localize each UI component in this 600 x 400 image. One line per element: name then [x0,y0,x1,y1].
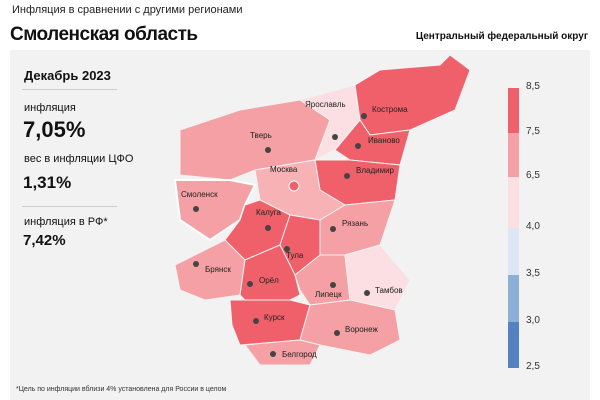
legend-tick: 4,0 [526,221,540,232]
city-marker [253,318,259,324]
city-marker [193,261,199,267]
period-label: Декабрь 2023 [24,68,111,83]
region-16[interactable] [244,339,321,366]
region-label: Смоленск [181,190,218,199]
page-title: Смоленская область [10,24,198,45]
legend-swatch [508,275,519,322]
footnote: *Цель по инфляции вблизи 4% установлена … [16,386,227,393]
region-label: Липецк [315,290,342,299]
legend-swatch [508,88,519,133]
city-marker [247,281,253,287]
legend-swatch [508,133,519,177]
legend-tick: 3,0 [526,315,540,326]
region-label: Брянск [205,265,231,274]
city-marker [288,180,300,192]
weight-value: 1,31% [23,173,72,192]
city-marker [332,134,338,140]
region-label: Рязань [342,219,368,228]
city-marker [265,147,271,153]
inflation-label: инфляция [24,102,76,114]
legend-tick: 2,5 [526,361,540,372]
city-marker [193,206,199,212]
legend-tick: 3,5 [526,268,540,279]
region-2[interactable] [354,54,471,136]
region-label: Иваново [368,136,400,145]
city-marker [334,330,340,336]
legend-tick: 7,5 [526,126,540,137]
city-marker [355,143,361,149]
region-label: Москва [270,165,298,174]
rf-inflation-value: 7,42% [23,232,66,249]
city-marker [361,113,367,119]
region-11[interactable] [239,244,301,301]
weight-label: вес в инфляции ЦФО [24,153,134,165]
inflation-value: 7,05% [23,117,86,142]
divider [22,206,117,207]
legend-swatch [508,177,519,228]
city-marker [270,351,276,357]
region-13[interactable] [344,244,411,311]
region-label: Орёл [259,276,279,285]
subtitle: Инфляция в сравнении с другими регионами [12,4,243,16]
region-label: Ярославль [305,100,346,109]
region-label: Калуга [256,208,282,217]
city-marker [284,246,290,252]
city-marker [330,226,336,232]
legend-swatch [508,228,519,275]
legend-tick: 6,5 [526,170,540,181]
city-marker [330,282,336,288]
city-marker [344,173,350,179]
region-label: Владимир [356,166,395,175]
region-label: Белгород [282,350,317,359]
district-label: Центральный федеральный округ [415,31,588,42]
rf-inflation-label: инфляция в РФ* [24,216,108,228]
region-14[interactable] [229,299,311,346]
legend-tick: 8,5 [526,81,540,92]
region-label: Тверь [250,131,272,140]
region-label: Воронеж [345,325,378,334]
region-label: Кострома [372,105,408,114]
city-marker [265,225,271,231]
divider [22,89,117,90]
legend-swatch [508,322,519,368]
region-label: Тамбов [375,286,403,295]
region-label: Тула [286,251,304,260]
city-marker [364,290,370,296]
region-label: Курск [264,313,285,322]
